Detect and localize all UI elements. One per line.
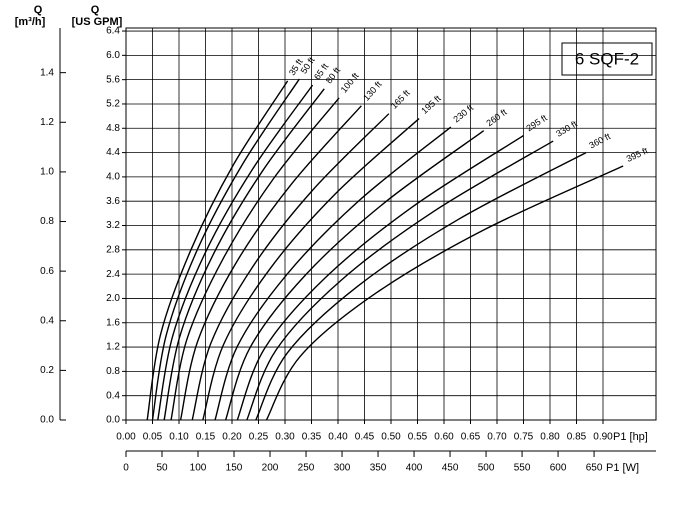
- y2-tick-label: 0.2: [40, 365, 54, 376]
- y2-unit: [m³/h]: [15, 16, 46, 28]
- x2-label: P1 [W]: [606, 462, 639, 474]
- curve: [255, 151, 587, 421]
- y2-tick-label: 1.0: [40, 167, 54, 178]
- x-tick-label: 0.70: [487, 432, 507, 443]
- y-tick-label: 4.0: [106, 172, 120, 183]
- y-unit: [US GPM]: [72, 16, 123, 28]
- curve: [236, 134, 524, 421]
- x-tick-label: 0.90: [593, 432, 613, 443]
- y-tick-label: 4.4: [106, 147, 120, 158]
- curve: [157, 84, 314, 421]
- x-tick-label: 0.05: [143, 432, 163, 443]
- y2-tick-label: 0.0: [40, 415, 54, 426]
- curve: [224, 130, 485, 421]
- x-tick-label: 0.75: [514, 432, 534, 443]
- y-tick-label: 5.2: [106, 99, 120, 110]
- curve-label: 165 ft: [389, 87, 412, 110]
- curve-label: 100 ft: [339, 70, 361, 94]
- y2-tick-label: 1.2: [40, 117, 54, 128]
- y-tick-label: 4.8: [106, 123, 120, 134]
- x-tick-label: 0.45: [355, 432, 375, 443]
- x-tick-label: 0.00: [116, 432, 136, 443]
- x-tick-label: 0.20: [222, 432, 242, 443]
- title-box: [561, 42, 653, 76]
- y-tick-label: 3.2: [106, 220, 120, 231]
- x2-tick-label: 350: [370, 463, 387, 474]
- curve-label: 195 ft: [419, 93, 443, 116]
- y-tick-label: 6.0: [106, 50, 120, 61]
- y2-tick-label: 0.6: [40, 266, 54, 277]
- curve: [265, 165, 624, 421]
- x-tick-label: 0.25: [249, 432, 269, 443]
- curve-label: 395 ft: [625, 145, 650, 164]
- x2-tick-label: 150: [226, 463, 243, 474]
- y2-tick-label: 1.4: [40, 67, 54, 78]
- y-tick-label: 0.0: [106, 415, 120, 426]
- x2-tick-label: 200: [262, 463, 279, 474]
- curve: [170, 97, 340, 421]
- curve: [179, 105, 362, 421]
- y-tick-label: 2.8: [106, 244, 120, 255]
- x2-tick-label: 650: [586, 463, 603, 474]
- x-tick-label: 0.15: [196, 432, 216, 443]
- x2-tick-label: 300: [334, 463, 351, 474]
- y-tick-label: 5.6: [106, 74, 120, 85]
- x2-tick-label: 100: [190, 463, 207, 474]
- y-tick-label: 0.4: [106, 390, 120, 401]
- y-tick-label: 2.4: [106, 269, 120, 280]
- curve: [146, 80, 289, 421]
- curve-label: 230 ft: [451, 102, 475, 124]
- x-tick-label: 0.35: [302, 432, 322, 443]
- y-label: Q: [91, 4, 100, 16]
- y2-label: Q: [34, 4, 43, 16]
- chart-title: 6 SQF-2: [575, 49, 639, 68]
- curve: [163, 88, 325, 421]
- x2-tick-label: 250: [298, 463, 315, 474]
- y-tick-label: 2.0: [106, 293, 120, 304]
- x2-tick-label: 50: [156, 463, 168, 474]
- curve: [246, 140, 554, 421]
- y-tick-label: 3.6: [106, 196, 120, 207]
- y-tick-label: 1.2: [106, 342, 120, 353]
- x-tick-label: 0.50: [381, 432, 401, 443]
- x-tick-label: 0.40: [328, 432, 348, 443]
- curve: [191, 113, 390, 421]
- curve: [214, 126, 452, 421]
- x-tick-label: 0.80: [540, 432, 560, 443]
- x-tick-label: 0.60: [434, 432, 454, 443]
- y2-tick-label: 0.4: [40, 315, 54, 326]
- curve-label: 295 ft: [524, 112, 549, 133]
- y-tick-label: 1.6: [106, 317, 120, 328]
- x-label: P1 [hp]: [613, 431, 648, 443]
- y2-tick-label: 0.8: [40, 216, 54, 227]
- x-tick-label: 0.55: [408, 432, 428, 443]
- x2-tick-label: 450: [442, 463, 459, 474]
- x2-tick-label: 400: [406, 463, 423, 474]
- x-tick-label: 0.65: [461, 432, 481, 443]
- x-tick-label: 0.30: [275, 432, 295, 443]
- x2-tick-label: 500: [478, 463, 495, 474]
- x-tick-label: 0.10: [169, 432, 189, 443]
- x2-tick-label: 0: [123, 463, 129, 474]
- curve-label: 330 ft: [554, 119, 579, 139]
- y-tick-label: 6.4: [106, 26, 120, 37]
- curve: [151, 78, 300, 421]
- y-tick-label: 0.8: [106, 366, 120, 377]
- curve: [202, 118, 420, 421]
- x-tick-label: 0.85: [567, 432, 587, 443]
- x2-tick-label: 550: [514, 463, 531, 474]
- curve-label: 360 ft: [587, 131, 612, 151]
- x2-tick-label: 600: [550, 463, 567, 474]
